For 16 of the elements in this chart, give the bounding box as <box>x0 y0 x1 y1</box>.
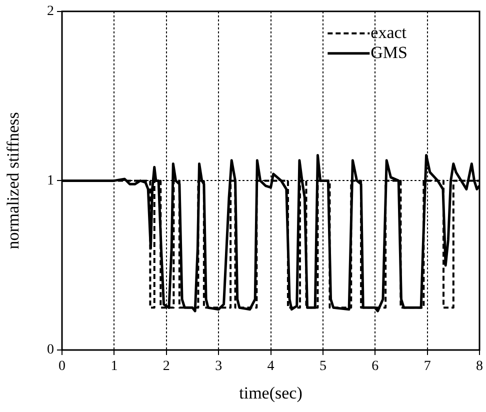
x-tick-label: 0 <box>58 359 66 374</box>
x-tick-label: 4 <box>267 359 274 374</box>
x-tick-label: 3 <box>215 359 222 374</box>
x-axis-title: time(sec) <box>239 383 302 402</box>
x-tick-label: 6 <box>372 359 379 374</box>
y-tick-label: 1 <box>47 173 54 188</box>
y-tick-label: 2 <box>47 4 54 20</box>
legend-label: exact <box>370 22 407 42</box>
x-tick-label: 8 <box>476 359 483 374</box>
y-axis-title: normalized stiffness <box>4 112 23 250</box>
x-tick-label: 2 <box>162 359 170 374</box>
y-tick-label: 0 <box>47 342 54 358</box>
x-tick-label: 7 <box>424 359 431 374</box>
legend-label: GMS <box>370 42 408 62</box>
x-tick-label: 1 <box>110 359 118 374</box>
x-tick-label: 5 <box>319 359 326 374</box>
